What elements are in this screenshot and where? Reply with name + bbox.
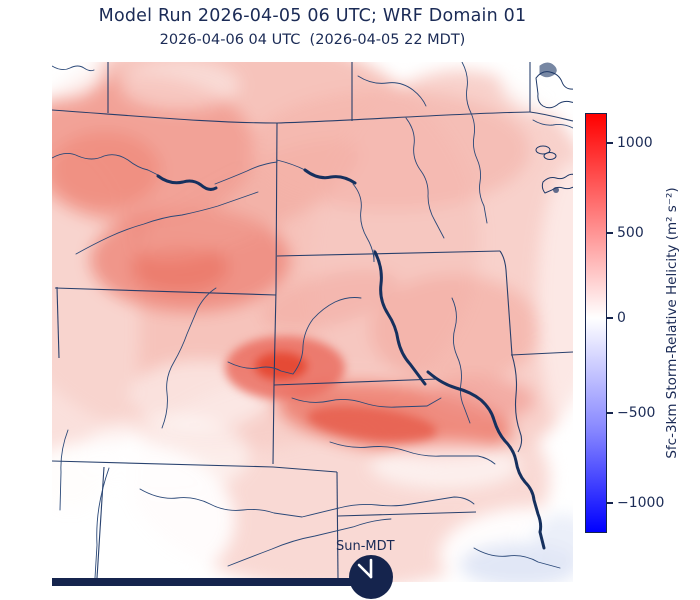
lake-manitoba: [535, 71, 573, 109]
lake-small: [553, 187, 559, 193]
colorbar-tick-mark: [607, 232, 613, 234]
plot-title: Model Run 2026-04-05 06 UTC; WRF Domain …: [98, 6, 527, 26]
river-north-platte: [139, 488, 475, 518]
map-canvas: [52, 62, 573, 582]
river-sheyenne: [405, 117, 445, 239]
river-missouri-nd: [352, 183, 375, 263]
clock-hour-hand: [357, 563, 373, 579]
river-missouri-mid: [214, 159, 306, 185]
colorbar-tick-label: −1000: [617, 495, 665, 511]
colorbar-axis-label: Sfc-3km Storm-Relative Helicity (m² s⁻²): [664, 187, 680, 459]
lake-cluster: [541, 173, 573, 194]
rivers: [52, 62, 573, 579]
colorbar-tick-mark: [607, 412, 613, 414]
lake-sakakawea: [303, 168, 357, 185]
border-sd-ia: [511, 354, 523, 453]
state-borders: [52, 62, 573, 579]
colorbar-tick-label: −500: [617, 405, 656, 421]
colorbar-tick-label: 500: [617, 225, 644, 241]
border-sd-mn: [499, 250, 513, 356]
colorbar: [585, 113, 607, 533]
lake-corner: [539, 62, 557, 78]
border-id-wy: [56, 286, 60, 359]
river-winnipeg: [532, 119, 573, 129]
border-nd-sd: [276, 250, 501, 257]
helicity-field: [52, 62, 573, 582]
river-missouri-upper: [52, 153, 161, 177]
river-missouri-ne: [426, 370, 546, 550]
lake-oahe: [373, 250, 427, 386]
river-green: [94, 467, 110, 579]
colorbar-tick-mark: [607, 317, 613, 319]
border-canada-east: [529, 111, 573, 122]
colorbar-tick-label: 1000: [617, 135, 653, 151]
river-bighorn: [161, 287, 217, 429]
clock-timezone-label: Sun-MDT: [336, 539, 395, 554]
river-souris: [357, 75, 427, 107]
border-co-ne-ks: [336, 471, 339, 579]
lake-devils-1: [535, 145, 551, 155]
border-mt-nd-wy-east: [272, 122, 278, 465]
lake-devils-2: [543, 152, 557, 160]
river-white: [291, 397, 442, 408]
colorbar-tick-mark: [607, 502, 613, 504]
border-41n: [52, 460, 338, 473]
reservoirs: [156, 168, 546, 550]
river-niobrara: [329, 441, 496, 465]
lake-fort-peck: [156, 174, 218, 191]
border-ne-ks: [337, 511, 477, 517]
border-mn-ia: [510, 351, 573, 356]
river-red: [461, 62, 488, 224]
plot-subtitle: 2026-04-06 04 UTC (2026-04-05 22 MDT): [159, 32, 466, 48]
river-canada-top: [52, 65, 95, 72]
lakes: [535, 62, 573, 194]
colorbar-tick-label: 0: [617, 310, 626, 326]
border-sd-ne: [273, 378, 438, 386]
river-bear: [59, 429, 69, 511]
time-progress-bar: [52, 578, 362, 586]
river-yellowstone: [75, 191, 259, 255]
river-south-platte: [227, 518, 392, 567]
clock-icon: [349, 555, 393, 599]
border-mt-wy: [54, 287, 277, 296]
colorbar-tick-mark: [607, 142, 613, 144]
border-ut-co: [96, 466, 105, 579]
river-cheyenne: [227, 297, 362, 375]
river-james: [451, 297, 471, 424]
river-kansas: [473, 547, 561, 569]
